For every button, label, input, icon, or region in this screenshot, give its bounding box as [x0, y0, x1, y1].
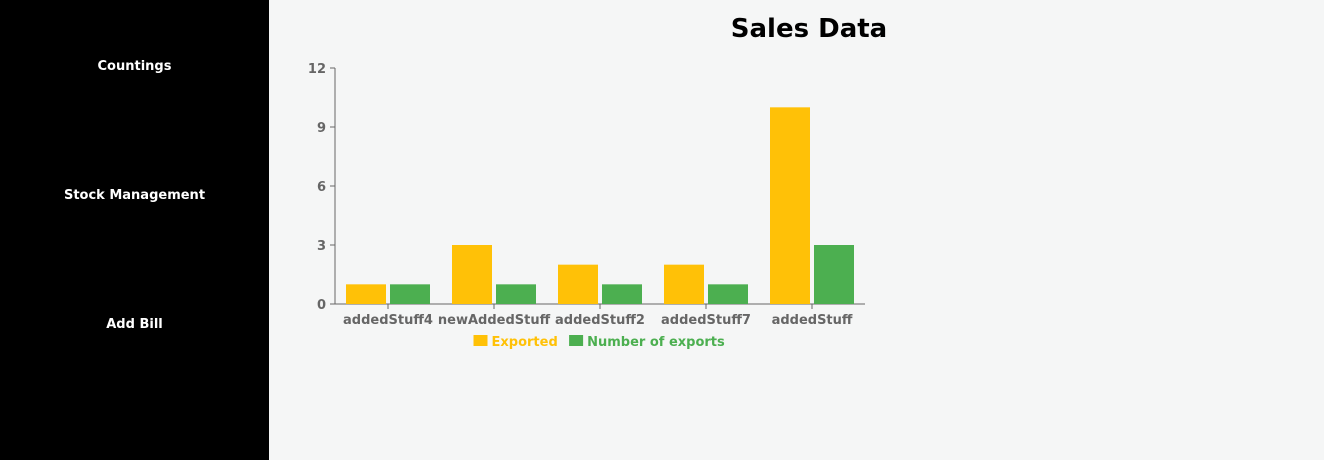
legend-swatch-exported: [473, 335, 488, 346]
legend-label-exported: Exported: [492, 335, 558, 350]
bar-number-of-exports-newAddedStuff: [496, 284, 536, 304]
main-content: Sales Data 0 3 6 9 12 addedStuff4 newAddedStu…: [269, 0, 1324, 460]
x-tick-label: addedStuff4: [343, 313, 433, 328]
bar-exported-addedStuff7: [664, 264, 704, 304]
legend-label-number-of-exports: Number of exports: [587, 335, 725, 350]
y-tick-label: 0: [317, 298, 326, 313]
y-tick-label: 6: [317, 180, 326, 195]
x-axis-labels: addedStuff4 newAddedStuff addedStuff2 added…: [343, 313, 853, 328]
bar-number-of-exports-addedStuff4: [390, 284, 430, 304]
bar-number-of-exports-addedStuff7: [708, 284, 748, 304]
chart-bars: [346, 107, 854, 304]
x-tick-label: addedStuff2: [555, 313, 645, 328]
chart-legend: Exported Number of exports: [473, 335, 725, 350]
x-tick-label: addedStuff7: [661, 313, 751, 328]
sidebar-item-countings[interactable]: Countings: [97, 59, 172, 74]
sidebar-item-add-bill[interactable]: Add Bill: [106, 317, 163, 332]
sidebar-item-stock-management[interactable]: Stock Management: [63, 188, 206, 203]
bar-number-of-exports-addedStuff: [814, 245, 854, 304]
legend-swatch-number-of-exports: [569, 335, 584, 346]
bar-number-of-exports-addedStuff2: [602, 284, 642, 304]
y-tick-label: 12: [308, 62, 326, 77]
chart-title: Sales Data: [730, 14, 888, 44]
y-tick-label: 9: [317, 121, 326, 136]
bar-exported-addedStuff2: [558, 264, 598, 304]
bar-exported-addedStuff: [770, 107, 810, 304]
y-tick-label: 3: [317, 239, 326, 254]
bar-exported-addedStuff4: [346, 284, 386, 304]
bar-exported-newAddedStuff: [452, 245, 492, 304]
sidebar: Countings Stock Management Add Bill: [0, 0, 269, 460]
x-tick-label: newAddedStuff: [438, 313, 551, 328]
x-tick-label: addedStuff: [772, 313, 853, 328]
